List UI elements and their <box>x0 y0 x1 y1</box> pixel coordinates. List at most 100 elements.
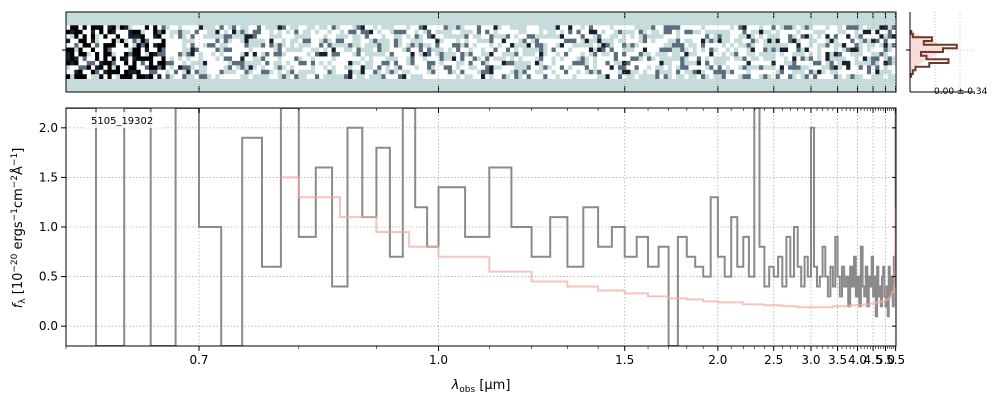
spectrum-2d-pixel <box>721 60 727 66</box>
spectrum-2d-pixel <box>779 52 785 57</box>
spectrum-2d-pixel <box>493 69 498 75</box>
spectrum-2d-pixel <box>817 56 822 62</box>
spectrum-2d-pixel <box>273 60 278 66</box>
spectrum-2d-pixel <box>232 34 237 39</box>
spectrum-2d-pixel <box>451 65 457 71</box>
spectrum-2d-pixel <box>659 69 664 75</box>
spectrum-2d-pixel <box>534 60 540 66</box>
spectrum-2d-pixel <box>418 60 424 66</box>
spectrum-2d-pixel <box>427 29 432 35</box>
spectrum-2d-pixel <box>750 60 756 66</box>
spectrum-2d-pixel <box>601 43 606 48</box>
spectrum-2d-pixel <box>634 34 639 39</box>
spectrum-2d-pixel <box>306 56 312 62</box>
spectrum-2d-pixel <box>651 56 656 62</box>
spectrum-2d-pixel <box>551 47 556 53</box>
spectrum-2d-pixel <box>414 29 420 35</box>
spectrum-2d-pixel <box>738 29 743 35</box>
spectrum-2d-pixel <box>638 74 644 79</box>
spectrum-2d-pixel <box>373 60 378 66</box>
spectrum-2d-pixel <box>688 29 693 35</box>
spectrum-2d-pixel <box>883 52 888 57</box>
spectrum-2d-pixel <box>858 47 864 53</box>
spectrum-2d-pixel <box>202 69 208 75</box>
spectrum-2d-pixel <box>754 25 760 31</box>
spectrum-2d-pixel <box>514 43 519 48</box>
spectrum-2d-pixel <box>244 65 249 71</box>
spectrum-2d-pixel <box>717 52 722 57</box>
spectrum-2d-pixel <box>696 34 702 39</box>
spectrum-2d-pixel <box>783 60 789 66</box>
spectrum-2d-pixel <box>227 69 233 75</box>
spectrum-2d-pixel <box>783 25 789 31</box>
spectrum-2d-pixel <box>132 47 137 53</box>
spectrum-2d-pixel <box>800 65 805 71</box>
spectrum-2d-pixel <box>688 60 693 66</box>
spectrum-2d-pixel <box>692 74 698 79</box>
spectrum-2d-pixel <box>443 34 449 39</box>
spectrum-2d-pixel <box>269 38 274 44</box>
spectrum-2d-pixel <box>207 69 212 75</box>
spectrum-2d-pixel <box>568 25 573 31</box>
spectrum-2d-pixel <box>381 29 386 35</box>
spectrum-2d-pixel <box>505 34 511 39</box>
spectrum-2d-pixel <box>879 43 884 48</box>
spectrum-2d-pixel <box>676 38 681 44</box>
spectrum-2d-pixel <box>584 29 590 35</box>
spectrum-2d-pixel <box>74 47 79 53</box>
spectrum-2d-pixel <box>244 47 249 53</box>
spectrum-2d-pixel <box>808 56 814 62</box>
spectrum-2d-pixel <box>667 74 673 79</box>
spectrum-2d-pixel <box>173 52 179 57</box>
spectrum-2d-pixel <box>344 69 349 75</box>
spectrum-2d-pixel <box>335 47 341 53</box>
spectrum-2d-pixel <box>788 65 793 71</box>
spectrum-2d-pixel <box>219 56 224 62</box>
spectrum-2d-pixel <box>418 29 424 35</box>
spectrum-2d-pixel <box>153 29 158 35</box>
spectrum-2d-pixel <box>211 38 216 44</box>
spectrum-2d-pixel <box>518 43 523 48</box>
spectrum-2d-pixel <box>647 34 652 39</box>
spectrum-2d-pixel <box>447 29 453 35</box>
spectrum-2d-pixel <box>821 65 826 71</box>
spectrum-2d-pixel <box>327 29 332 35</box>
spectrum-2d-pixel <box>555 25 561 31</box>
spectrum-2d-pixel <box>373 29 378 35</box>
spectrum-2d-pixel <box>356 34 361 39</box>
spectrum-2d-pixel <box>725 29 731 35</box>
spectrum-2d-pixel <box>252 34 258 39</box>
spectrum-2d-pixel <box>319 25 324 31</box>
spectrum-2d-pixel <box>464 69 469 75</box>
spectrum-2d-pixel <box>709 60 714 66</box>
spectrum-2d-pixel <box>310 52 316 57</box>
spectrum-2d-pixel <box>651 38 656 44</box>
spectrum-2d-pixel <box>389 56 395 62</box>
spectrum-2d-pixel <box>356 47 361 53</box>
spectrum-2d-pixel <box>547 60 552 66</box>
spectrum-2d-pixel <box>879 29 884 35</box>
spectrum-2d-pixel <box>530 52 536 57</box>
spectrum-2d-pixel <box>418 56 424 62</box>
spectrum-2d-pixel <box>842 47 847 53</box>
spectrum-2d-pixel <box>700 69 706 75</box>
spectrum-2d-pixel <box>833 47 839 53</box>
spectrum-2d-pixel <box>456 34 461 39</box>
spectrum-2d-pixel <box>501 38 507 44</box>
spectrum-2d-pixel <box>431 56 436 62</box>
spectrum-2d-pixel <box>742 69 747 75</box>
spectrum-2d-pixel <box>173 38 179 44</box>
spectrum-2d-pixel <box>783 69 789 75</box>
spectrum-2d-pixel <box>804 47 810 53</box>
spectrum-2d-pixel <box>510 69 515 75</box>
spectrum-2d-pixel <box>617 43 623 48</box>
spectrum-2d-pixel <box>663 38 669 44</box>
spectrum-2d-pixel <box>290 60 295 66</box>
spectrum-2d-pixel <box>800 29 805 35</box>
spectrum-2d-pixel <box>99 74 104 79</box>
spectrum-2d-pixel <box>605 74 610 79</box>
spectrum-2d-pixel <box>659 38 664 44</box>
spectrum-2d-pixel <box>588 74 594 79</box>
spectrum-2d-pixel <box>804 74 810 79</box>
spectrum-2d-pixel <box>576 69 581 75</box>
